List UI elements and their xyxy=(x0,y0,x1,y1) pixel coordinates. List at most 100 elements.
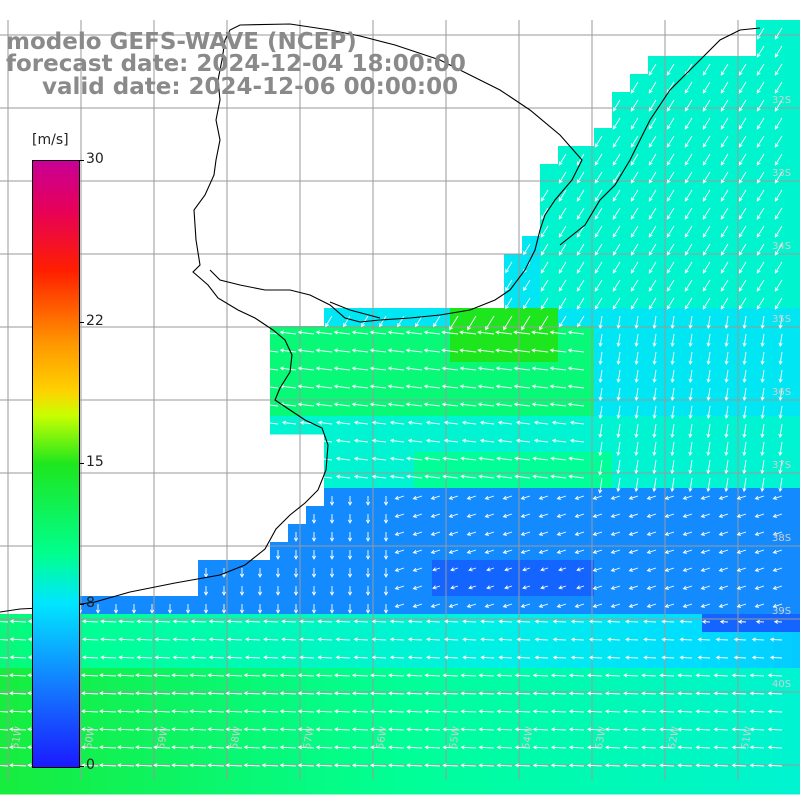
wind-arrow xyxy=(81,745,99,750)
wind-speed-cell xyxy=(630,416,649,435)
wind-arrow xyxy=(592,567,603,572)
wind-arrow xyxy=(767,745,783,750)
wind-arrow xyxy=(353,474,369,479)
wind-speed-cell xyxy=(738,776,757,795)
wind-arrow xyxy=(315,402,333,407)
wind-arrow xyxy=(558,189,567,202)
wind-speed-cell xyxy=(288,524,307,543)
wind-arrow xyxy=(370,763,387,768)
wind-arrow xyxy=(225,709,243,714)
wind-arrow xyxy=(387,330,405,335)
wind-arrow xyxy=(630,189,639,202)
wind-arrow xyxy=(293,586,299,596)
wind-speed-cell xyxy=(594,344,613,363)
wind-arrow xyxy=(315,384,333,389)
wind-arrow xyxy=(625,655,639,660)
wind-speed-cell xyxy=(378,362,397,381)
wind-arrow xyxy=(648,99,657,112)
wind-arrow xyxy=(666,153,675,166)
wind-speed-cell xyxy=(396,524,415,543)
wind-arrow xyxy=(778,441,783,457)
wind-arrow xyxy=(659,763,675,768)
wind-arrow xyxy=(297,745,315,750)
wind-speed-cell xyxy=(288,632,307,651)
wind-arrow xyxy=(239,568,245,578)
wind-arrow xyxy=(281,655,297,660)
wind-arrow xyxy=(0,711,9,713)
wind-arrow xyxy=(496,456,513,461)
wind-arrow xyxy=(279,348,297,353)
wind-speed-cell xyxy=(468,416,487,435)
wind-arrow xyxy=(365,514,371,524)
latitude-label: 34S xyxy=(772,241,792,252)
wind-speed-cell xyxy=(270,758,289,777)
wind-speed-cell xyxy=(684,470,703,489)
wind-speed-cell xyxy=(756,704,775,723)
wind-speed-cell xyxy=(648,380,667,399)
wind-arrow xyxy=(756,207,765,220)
wind-arrow xyxy=(652,423,657,439)
wind-arrow xyxy=(460,456,477,461)
wind-arrow xyxy=(778,423,783,439)
wind-arrow xyxy=(81,727,99,732)
wind-arrow xyxy=(756,279,765,292)
wind-speed-cell xyxy=(342,668,361,687)
wind-arrow xyxy=(774,153,783,166)
wind-arrow xyxy=(311,550,317,560)
wind-arrow xyxy=(634,441,639,457)
wind-speed-cell xyxy=(162,668,181,687)
wind-arrow xyxy=(610,585,621,590)
wind-arrow xyxy=(423,402,441,407)
wind-speed-cell xyxy=(738,686,757,705)
wind-arrow xyxy=(646,549,657,554)
wind-speed-cell xyxy=(450,326,469,345)
wind-speed-cell xyxy=(558,740,577,759)
wind-speed-cell xyxy=(540,668,559,687)
wind-arrow xyxy=(700,513,711,518)
wind-speed-cell xyxy=(558,686,577,705)
wind-arrow xyxy=(756,135,765,148)
wind-arrow xyxy=(522,585,531,590)
wind-arrow xyxy=(630,261,639,274)
wind-arrow xyxy=(406,673,423,678)
wind-speed-cell xyxy=(720,776,739,795)
wind-speed-cell xyxy=(630,686,649,705)
wind-speed-cell xyxy=(558,578,577,597)
wind-speed-cell xyxy=(540,506,559,525)
wind-speed-cell xyxy=(180,614,199,633)
wind-arrow xyxy=(688,333,693,348)
wind-arrow xyxy=(117,763,135,768)
wind-speed-cell xyxy=(306,560,325,579)
wind-speed-cell xyxy=(486,776,505,795)
wind-speed-cell xyxy=(702,380,721,399)
wind-speed-cell xyxy=(558,758,577,777)
wind-speed-cell xyxy=(360,416,379,435)
wind-speed-cell xyxy=(594,578,613,597)
wind-arrow xyxy=(317,474,333,479)
wind-arrow xyxy=(731,763,747,768)
wind-speed-cell xyxy=(198,650,217,669)
wind-arrow xyxy=(0,693,9,695)
wind-speed-cell xyxy=(252,578,271,597)
wind-arrow xyxy=(688,387,693,402)
wind-arrow xyxy=(592,585,603,590)
wind-arrow xyxy=(450,585,459,590)
wind-speed-cell xyxy=(666,380,685,399)
wind-speed-cell xyxy=(342,632,361,651)
wind-arrow xyxy=(365,568,371,578)
wind-speed-cell xyxy=(468,686,487,705)
wind-speed-cell xyxy=(378,434,397,453)
wind-speed-cell xyxy=(450,722,469,741)
wind-arrow xyxy=(317,655,333,660)
wind-speed-cell xyxy=(198,560,217,579)
wind-arrow xyxy=(347,496,353,506)
wind-arrow xyxy=(466,513,477,518)
wind-arrow xyxy=(568,745,585,750)
wind-speed-cell xyxy=(198,668,217,687)
wind-arrow xyxy=(612,117,621,130)
wind-speed-cell xyxy=(468,452,487,471)
wind-arrow xyxy=(117,691,135,696)
wind-speed-cell xyxy=(792,92,800,111)
wind-arrow xyxy=(333,745,351,750)
wind-arrow xyxy=(576,225,585,238)
